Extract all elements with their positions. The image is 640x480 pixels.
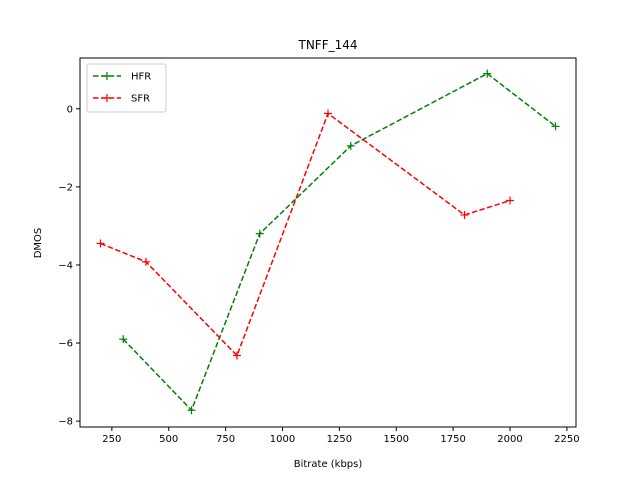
plot-frame: [79, 57, 577, 428]
x-tick-label: 1000: [270, 434, 295, 445]
legend-label: HFR: [131, 72, 151, 83]
data-point-sfr: [141, 257, 150, 266]
x-tick-label: 250: [102, 434, 121, 445]
y-tick-label: −6: [58, 339, 73, 350]
x-tick-label: 750: [216, 434, 235, 445]
data-point-sfr: [96, 239, 105, 248]
y-tick-label: −4: [58, 260, 73, 271]
series-line-hfr: [122, 72, 556, 412]
data-point-hfr: [551, 122, 560, 131]
x-axis-title: Bitrate (kbps): [294, 459, 363, 470]
series-line-sfr: [100, 112, 511, 357]
x-tick-label: 2250: [554, 434, 579, 445]
data-point-hfr: [255, 229, 264, 238]
x-tick-label: 2000: [497, 434, 522, 445]
x-tick-label: 1500: [384, 434, 409, 445]
data-point-sfr: [324, 109, 332, 118]
legend-entry-hfr: HFR: [93, 72, 151, 83]
x-tick-label: 1750: [440, 434, 465, 445]
y-tick-label: −8: [58, 417, 73, 428]
data-point-hfr: [483, 69, 492, 78]
data-point-sfr: [232, 351, 241, 360]
legend-entry-sfr: SFR: [93, 94, 150, 105]
legend-box: [86, 63, 167, 113]
chart-title: TNFF_144: [297, 38, 357, 52]
y-axis-title: DMOS: [33, 228, 44, 259]
data-point-sfr: [506, 196, 515, 205]
legend: HFR SFR: [86, 63, 167, 113]
x-tick-label: 1250: [327, 434, 352, 445]
data-point-hfr: [119, 335, 128, 344]
y-tick-label: 0: [67, 104, 73, 115]
axis-ticks: 250 500 750 1000 1250 1500 1750 2000 2250 −8 −6 −4 −…: [58, 104, 579, 445]
data-point-sfr: [460, 210, 469, 219]
plot-area: [96, 69, 560, 415]
x-tick-label: 500: [159, 434, 178, 445]
data-point-hfr: [346, 141, 355, 150]
y-tick-label: −2: [58, 182, 73, 193]
legend-label: SFR: [131, 94, 150, 105]
data-point-hfr: [187, 406, 196, 415]
